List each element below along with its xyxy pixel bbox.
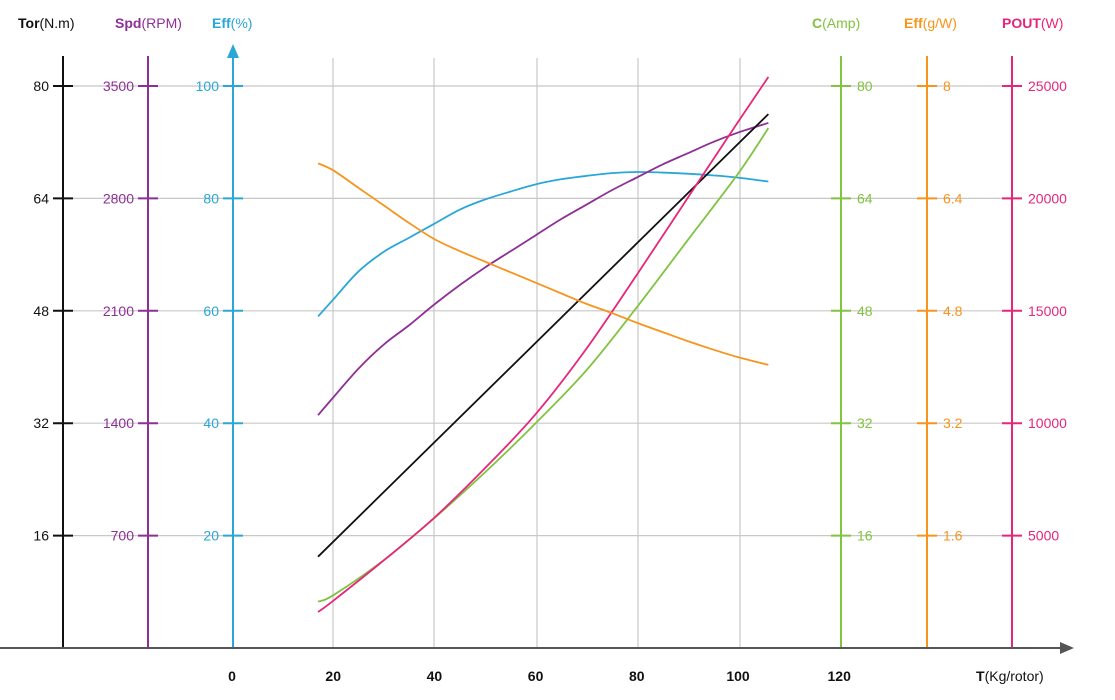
x-axis-arrow <box>1060 642 1074 654</box>
tor-axis-title: Tor(N.m) <box>18 15 75 31</box>
amp-axis-title: C(Amp) <box>812 15 860 31</box>
spd-tick-label: 700 <box>111 528 135 544</box>
pout-series-line <box>317 76 770 613</box>
spd-axis-title: Spd(RPM) <box>115 15 182 31</box>
gw-tick-label: 8 <box>943 78 951 94</box>
eff-axis-title: Eff(%) <box>212 15 252 31</box>
spd-series-line <box>317 122 769 416</box>
tor-tick-label: 16 <box>33 528 49 544</box>
tor-tick-label: 48 <box>33 303 49 319</box>
amp-tick-label: 48 <box>857 303 873 319</box>
amp-tick-label: 32 <box>857 415 873 431</box>
spd-tick-label: 1400 <box>103 415 134 431</box>
amp-series-line <box>317 127 770 603</box>
gw-tick-label: 4.8 <box>943 303 963 319</box>
x-axis-title: T(Kg/rotor) <box>976 668 1044 684</box>
eff-tick-label: 100 <box>196 78 220 94</box>
gw-axis-title: Eff(g/W) <box>904 15 957 31</box>
tor-tick-label: 32 <box>33 415 49 431</box>
grid <box>63 58 1012 648</box>
x-tick-label: 40 <box>427 668 443 684</box>
x-tick-label: 80 <box>629 668 645 684</box>
x-tick-label: 120 <box>828 668 852 684</box>
pout-tick-label: 5000 <box>1028 528 1059 544</box>
pout-tick-label: 25000 <box>1028 78 1067 94</box>
x-tick-label: 100 <box>726 668 750 684</box>
pout-tick-label: 20000 <box>1028 190 1067 206</box>
spd-tick-label: 2100 <box>103 303 134 319</box>
x-tick-label: 60 <box>528 668 544 684</box>
pout-tick-label: 10000 <box>1028 415 1067 431</box>
amp-tick-label: 16 <box>857 528 873 544</box>
spd-tick-label: 3500 <box>103 78 134 94</box>
eff-axis-arrow <box>227 44 239 58</box>
gw-tick-label: 3.2 <box>943 415 963 431</box>
axes: 1632486480700140021002800350020406080100… <box>0 44 1074 684</box>
pout-tick-label: 15000 <box>1028 303 1067 319</box>
amp-tick-label: 80 <box>857 78 873 94</box>
eff-tick-label: 80 <box>203 190 219 206</box>
series <box>317 76 770 613</box>
pout-axis-title: POUT(W) <box>1002 15 1063 31</box>
x-tick-label: 0 <box>228 668 236 684</box>
gw-series-line <box>317 162 769 366</box>
tor-tick-label: 64 <box>33 190 49 206</box>
eff-tick-label: 60 <box>203 303 219 319</box>
tor-tick-label: 80 <box>33 78 49 94</box>
eff-tick-label: 20 <box>203 528 219 544</box>
gw-tick-label: 1.6 <box>943 528 963 544</box>
spd-tick-label: 2800 <box>103 190 134 206</box>
eff-tick-label: 40 <box>203 415 219 431</box>
eff-series-line <box>317 171 769 318</box>
axis-titles: Tor(N.m) Spd(RPM) Eff(%) C(Amp) Eff(g/W) POUT… <box>18 15 1063 684</box>
tor-series-line <box>317 113 769 558</box>
x-tick-label: 20 <box>325 668 341 684</box>
amp-tick-label: 64 <box>857 190 873 206</box>
gw-tick-label: 6.4 <box>943 190 963 206</box>
